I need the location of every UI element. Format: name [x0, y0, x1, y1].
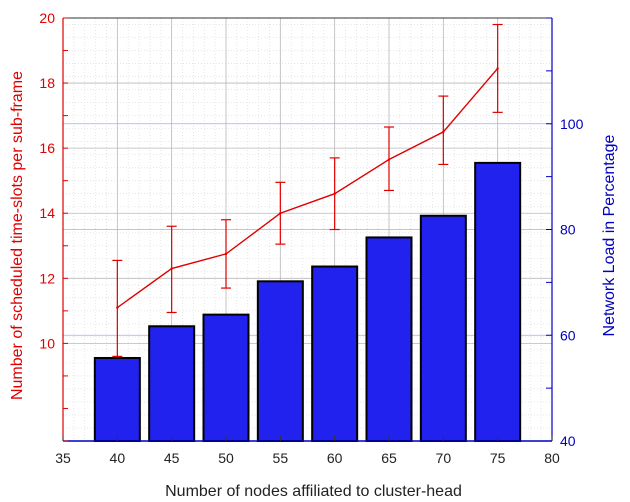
line-point-70	[442, 130, 445, 134]
y-right-tick-label: 80	[560, 222, 576, 238]
x-tick-label: 50	[218, 450, 234, 466]
line-series	[112, 23, 503, 357]
bar-75	[474, 161, 522, 442]
y-left-tick-label: 10	[39, 335, 55, 351]
bar-55	[256, 280, 304, 442]
bar-70	[419, 214, 467, 442]
x-tick-label: 70	[436, 450, 452, 466]
line-point-60	[333, 192, 336, 195]
x-axis-title: Number of nodes affiliated to cluster-he…	[165, 483, 462, 500]
line-point-40	[116, 306, 119, 309]
y-right-tick-label: 100	[560, 116, 584, 132]
y-left-tick-label: 14	[39, 205, 55, 221]
x-tick-label: 55	[273, 450, 289, 466]
x-tick-label: 60	[327, 450, 343, 466]
y-right-tick-label: 40	[560, 433, 576, 449]
x-tick-label: 75	[490, 450, 506, 466]
bar-45	[148, 325, 196, 443]
y-axis-right-title: Network Load in Percentage	[601, 134, 618, 336]
x-tick-label: 80	[544, 450, 560, 466]
y-left-tick-label: 16	[39, 140, 55, 156]
y-axis-left-title: Number of scheduled time-slots per sub-f…	[9, 71, 26, 400]
x-tick-label: 45	[164, 450, 180, 466]
axes: 35 40 45 50 55 60 65 70 75 80 10 12 14 16 18 20 40 60 80 10…	[39, 10, 583, 466]
line-point-50	[224, 252, 228, 256]
bar-50	[202, 313, 250, 442]
y-left-tick-label: 18	[39, 75, 55, 91]
bar-40	[93, 356, 141, 442]
line-point-55	[279, 212, 282, 215]
x-tick-label: 35	[55, 450, 71, 466]
x-tick-label: 40	[110, 450, 126, 466]
y-right-tick-label: 60	[560, 327, 576, 343]
bar-60	[311, 265, 359, 443]
bars	[93, 161, 522, 443]
line-path	[116, 67, 499, 309]
line-point-65	[387, 158, 391, 161]
line-point-45	[170, 267, 173, 270]
x-tick-label: 65	[381, 450, 397, 466]
y-left-tick-label: 20	[39, 10, 55, 26]
line-point-75	[496, 67, 499, 70]
y-left-tick-label: 12	[39, 270, 55, 286]
bar-65	[365, 236, 413, 442]
